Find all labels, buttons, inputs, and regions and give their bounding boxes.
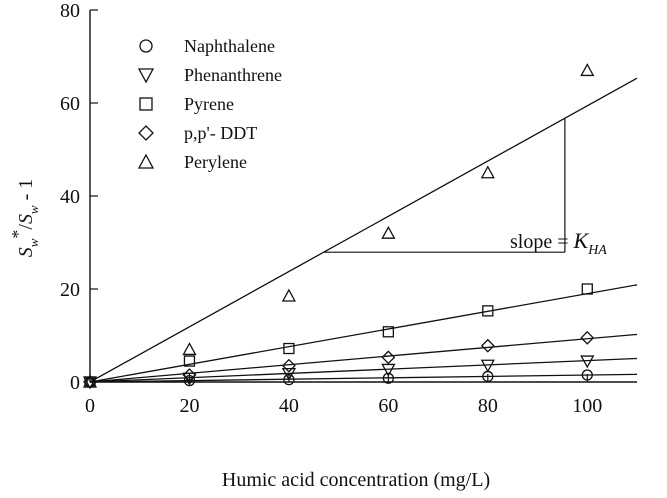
x-tick-label: 60 — [378, 395, 398, 417]
data-point-p-p-ddt — [580, 330, 595, 345]
data-point-p-p-ddt — [381, 350, 396, 365]
fit-line-perylene — [89, 77, 638, 383]
data-point-naphthalene — [283, 374, 295, 386]
data-point-p-p-ddt — [182, 368, 197, 382]
legend-label-perylene: Perylene — [184, 152, 247, 172]
data-point-phenanthrene — [580, 355, 595, 369]
data-point-perylene — [82, 374, 98, 388]
x-tick-label: 40 — [279, 395, 299, 417]
legend: Naphthalene Phenanthrene Pyrene p,p'- DDT Pe… — [137, 36, 282, 172]
legend-marker-p-p-ddt — [138, 125, 154, 141]
y-axis-title-part: S — [15, 247, 37, 257]
data-point-pyrene — [482, 305, 494, 317]
data-point-naphthalene — [382, 372, 395, 384]
x-tick-label: 80 — [478, 395, 498, 417]
data-point-perylene — [381, 225, 396, 239]
slope-guide — [323, 118, 566, 253]
data-point-phenanthrene — [480, 359, 495, 373]
data-markers — [82, 63, 595, 390]
legend-marker-pyrene — [139, 97, 153, 111]
fit-line-phenanthrene — [89, 357, 638, 383]
data-point-phenanthrene — [281, 367, 297, 381]
x-tick-label: 0 — [85, 395, 95, 417]
y-axis-title-part: * — [8, 230, 28, 239]
legend-marker-phenanthrene — [137, 68, 155, 84]
x-tick-label: 20 — [179, 395, 199, 417]
x-tick-label: 100 — [572, 395, 602, 417]
y-axis-title-part: w — [26, 238, 41, 247]
data-point-naphthalene — [581, 369, 593, 381]
y-axis-title-part: / — [15, 224, 37, 230]
fit-line-naphthalene — [89, 373, 638, 383]
y-tick-label: 80 — [60, 0, 80, 22]
slope-annotation-part: slope = — [510, 231, 574, 253]
fit-lines — [89, 77, 638, 383]
legend-label-naphthalene: Naphthalene — [184, 36, 275, 56]
data-point-pyrene — [183, 355, 196, 367]
axes: 0 20 40 60 80 0 20 40 60 80 100 — [60, 0, 637, 417]
data-point-p-p-ddt — [281, 358, 296, 373]
y-axis-title: Sw*/Sw - 1 — [8, 179, 41, 258]
data-point-pyrene — [382, 326, 395, 338]
slope-annotation: slope = KHA — [510, 228, 607, 258]
x-axis-title: Humic acid concentration (mg/L) — [222, 469, 490, 491]
legend-marker-naphthalene — [139, 39, 153, 53]
y-tick-label: 20 — [60, 279, 80, 301]
fit-line-pyrene — [89, 284, 638, 383]
legend-label-p-p-ddt: p,p'- DDT — [184, 123, 257, 143]
legend-label-phenanthrene: Phenanthrene — [184, 65, 282, 85]
data-point-p-p-ddt — [83, 375, 97, 389]
fit-line-p-p-ddt — [89, 333, 638, 383]
data-point-perylene — [281, 288, 297, 302]
y-axis-title-part: w — [26, 205, 41, 214]
data-point-pyrene — [581, 283, 593, 295]
y-tick-label: 60 — [60, 93, 80, 115]
y-tick-label: 40 — [60, 186, 80, 208]
legend-label-pyrene: Pyrene — [184, 94, 234, 114]
data-point-perylene — [580, 63, 595, 77]
y-tick-label: 0 — [70, 372, 80, 394]
data-point-perylene — [182, 342, 197, 356]
data-point-phenanthrene — [381, 363, 396, 377]
legend-marker-perylene — [137, 153, 155, 169]
data-point-pyrene — [283, 342, 295, 355]
y-axis-title-part: - 1 — [15, 179, 37, 206]
slope-annotation-part: HA — [587, 243, 607, 258]
data-point-perylene — [480, 165, 495, 179]
y-axis-title-part: S — [15, 214, 37, 224]
data-point-p-p-ddt — [480, 338, 495, 353]
slope-annotation-part: K — [573, 228, 590, 253]
